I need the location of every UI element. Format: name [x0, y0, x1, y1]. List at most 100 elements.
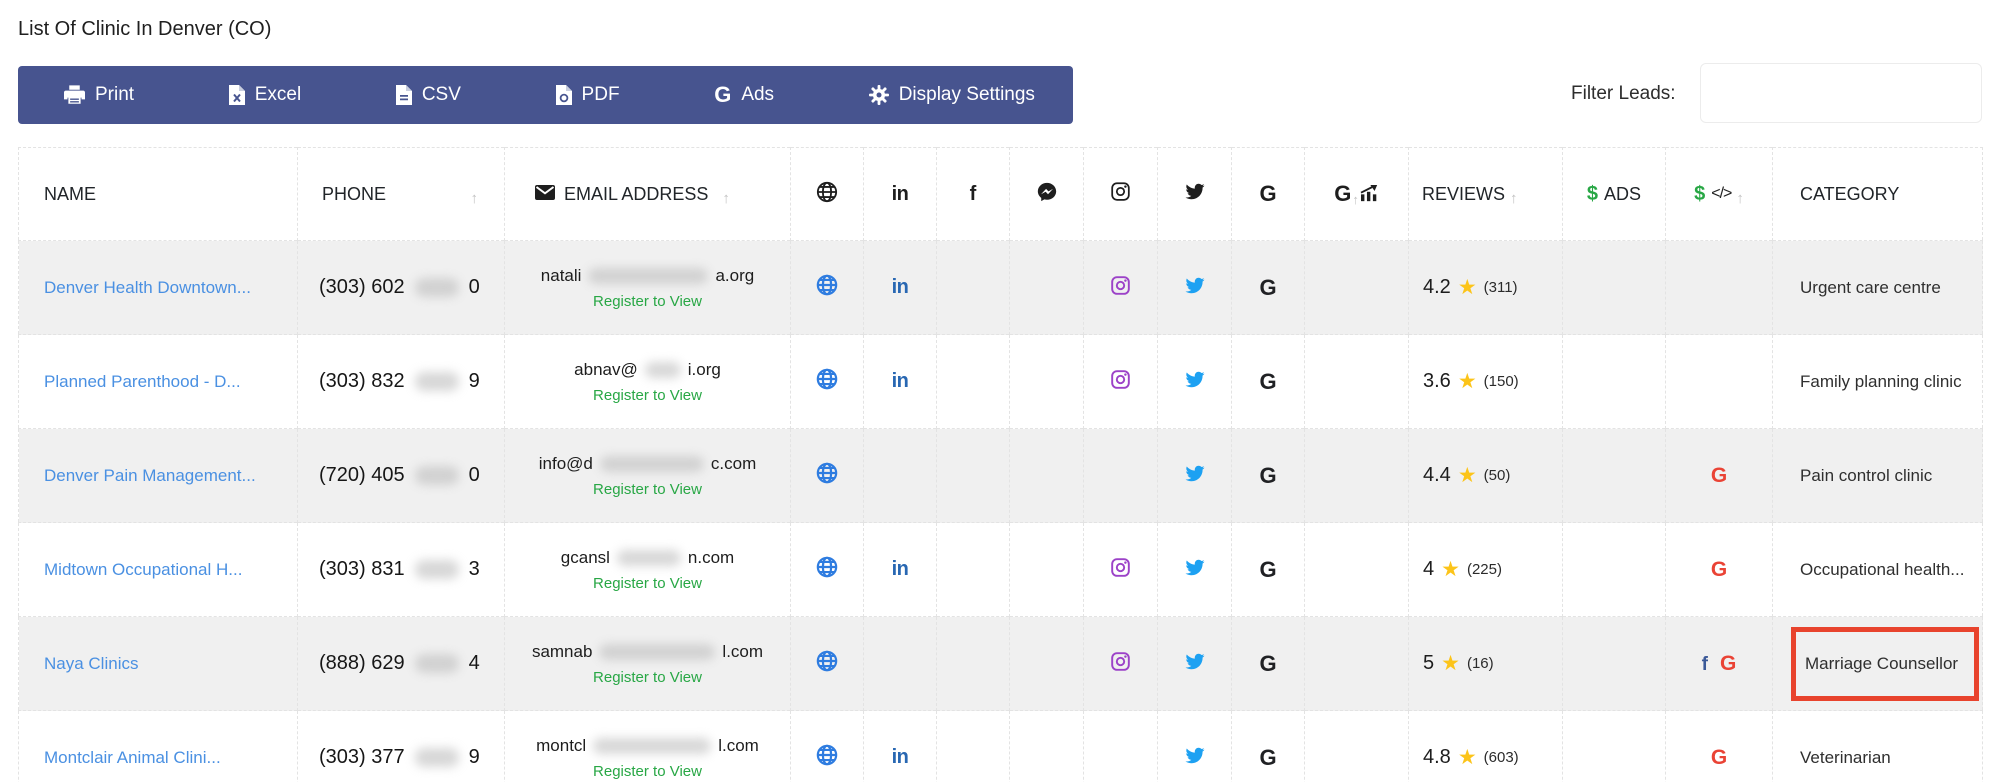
google-ads-icon[interactable]: G: [1719, 651, 1737, 675]
header-name: NAME: [44, 183, 97, 204]
email-cell: info@d c.com Register to View: [504, 428, 791, 523]
table-row: Montclair Animal Clini... (303) 377 9 mon…: [18, 710, 1983, 782]
google-ads-icon[interactable]: G: [1710, 557, 1728, 581]
reviews-cell: 5 ★ (16): [1408, 616, 1563, 711]
clinic-name-link[interactable]: Planned Parenthood - D...: [44, 371, 241, 391]
linkedin-icon[interactable]: in: [891, 746, 909, 768]
phone-cell: (303) 602 0: [297, 240, 505, 335]
header-reviews[interactable]: REVIEWS ↑: [1408, 147, 1563, 241]
phone-cell: (720) 405 0: [297, 428, 505, 523]
google-g-icon[interactable]: G: [1259, 744, 1277, 770]
google-ads-icon[interactable]: G: [1710, 463, 1728, 487]
twitter-icon[interactable]: [1184, 464, 1206, 483]
instagram-icon[interactable]: [1110, 651, 1131, 672]
register-to-view-link[interactable]: Register to View: [593, 480, 702, 498]
google-g-icon[interactable]: G: [1259, 274, 1277, 300]
blurred-email-text: [593, 738, 712, 755]
globe-icon: [816, 181, 838, 208]
reviews-cell: 4.8 ★ (603): [1408, 710, 1563, 782]
star-icon: ★: [1457, 746, 1477, 769]
ads-code-cell: [1665, 240, 1773, 335]
instagram-icon: [1110, 181, 1131, 207]
instagram-icon[interactable]: [1110, 275, 1131, 296]
google-g-icon[interactable]: G: [1259, 650, 1277, 676]
twitter-icon[interactable]: [1184, 276, 1206, 295]
clinic-name-link[interactable]: Denver Pain Management...: [44, 465, 256, 485]
twitter-icon[interactable]: [1184, 558, 1206, 577]
file-excel-icon: [228, 85, 245, 105]
category-cell: Urgent care centre: [1772, 240, 1983, 335]
header-row: NAME PHONE ↑ EMAIL ADDRESS ↑ in f G G ↑ REV…: [18, 147, 1983, 241]
table-row: Denver Pain Management... (720) 405 0 inf…: [18, 428, 1983, 523]
globe-icon[interactable]: [816, 462, 838, 484]
header-email[interactable]: EMAIL ADDRESS ↑: [504, 147, 791, 241]
ads-code-cell: G: [1665, 428, 1773, 523]
globe-icon[interactable]: [816, 744, 838, 766]
globe-icon[interactable]: [816, 368, 838, 390]
facebook-ads-icon[interactable]: f: [1701, 653, 1708, 675]
twitter-icon[interactable]: [1184, 370, 1206, 389]
highlighted-category-box: Marriage Counsellor: [1791, 626, 1979, 701]
google-g-icon[interactable]: G: [1259, 556, 1277, 582]
register-to-view-link[interactable]: Register to View: [593, 292, 702, 310]
header-ads-code[interactable]: $ </> ↑: [1665, 147, 1773, 241]
page-title: List Of Clinic In Denver (CO): [18, 18, 272, 40]
reviews-cell: 3.6 ★ (150): [1408, 334, 1563, 429]
header-phone[interactable]: PHONE ↑: [297, 147, 505, 241]
category-cell: Veterinarian: [1772, 710, 1983, 782]
linkedin-icon[interactable]: in: [891, 276, 909, 298]
instagram-icon[interactable]: [1110, 557, 1131, 578]
print-button[interactable]: Print: [64, 84, 134, 106]
header-website: [790, 147, 864, 241]
linkedin-icon[interactable]: in: [891, 558, 909, 580]
excel-button[interactable]: Excel: [228, 84, 301, 106]
star-icon: ★: [1457, 464, 1477, 487]
clinic-name-link[interactable]: Midtown Occupational H...: [44, 559, 243, 579]
register-to-view-link[interactable]: Register to View: [593, 386, 702, 404]
linkedin-icon[interactable]: in: [891, 370, 909, 392]
instagram-icon[interactable]: [1110, 369, 1131, 390]
blurred-phone-digits: [414, 278, 459, 297]
messenger-icon: [1036, 181, 1058, 208]
csv-button[interactable]: CSV: [395, 84, 461, 106]
twitter-icon[interactable]: [1184, 652, 1206, 671]
filter-leads-input[interactable]: [1700, 63, 1982, 123]
dollar-icon: $: [1694, 182, 1706, 205]
register-to-view-link[interactable]: Register to View: [593, 762, 702, 780]
clinic-name-link[interactable]: Montclair Animal Clini...: [44, 747, 221, 767]
pdf-button[interactable]: PDF: [555, 84, 620, 106]
register-to-view-link[interactable]: Register to View: [593, 574, 702, 592]
register-to-view-link[interactable]: Register to View: [593, 668, 702, 686]
header-google: G: [1231, 147, 1305, 241]
facebook-icon: f: [969, 182, 977, 205]
globe-icon[interactable]: [816, 274, 838, 296]
star-icon: ★: [1441, 652, 1460, 675]
clinic-name-link[interactable]: Naya Clinics: [44, 653, 139, 673]
sort-asc-icon: ↑: [1352, 192, 1359, 207]
reviews-cell: 4.2 ★ (311): [1408, 240, 1563, 335]
globe-icon[interactable]: [816, 650, 838, 672]
ads-code-cell: G: [1665, 522, 1773, 617]
blurred-phone-digits: [414, 654, 459, 673]
globe-icon[interactable]: [816, 556, 838, 578]
ads-button[interactable]: G Ads: [714, 82, 775, 107]
email-cell: montcl l.com Register to View: [504, 710, 791, 782]
clinic-name-link[interactable]: Denver Health Downtown...: [44, 277, 251, 297]
twitter-icon[interactable]: [1184, 746, 1206, 765]
dollar-icon: $: [1586, 182, 1599, 205]
twitter-icon: [1184, 182, 1206, 206]
google-ads-icon[interactable]: G: [1710, 745, 1728, 769]
google-g-icon[interactable]: G: [1259, 368, 1277, 394]
ads-code-cell: G: [1665, 710, 1773, 782]
ads-cell: [1562, 616, 1666, 711]
file-csv-icon: [395, 85, 412, 105]
display-settings-button[interactable]: Display Settings: [868, 84, 1035, 106]
star-icon: ★: [1441, 558, 1460, 581]
google-g-icon: G: [1334, 181, 1352, 206]
table-row: Denver Health Downtown... (303) 602 0 nat…: [18, 240, 1983, 335]
star-icon: ★: [1457, 370, 1477, 393]
email-cell: samnab l.com Register to View: [504, 616, 791, 711]
google-g-icon[interactable]: G: [1259, 462, 1277, 488]
